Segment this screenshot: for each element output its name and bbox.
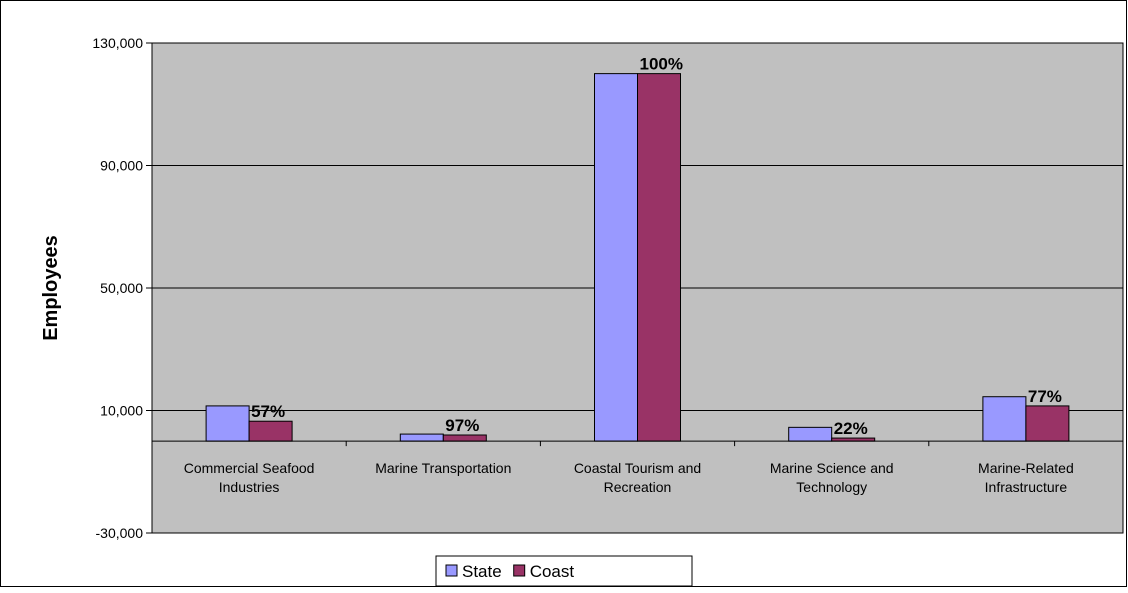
bar-state <box>399 433 444 442</box>
y-tick-label: 50,000 <box>100 280 143 296</box>
data-label: 100% <box>640 55 683 74</box>
y-tick-label: 90,000 <box>100 158 143 174</box>
data-label: 22% <box>834 419 868 438</box>
bar-state <box>788 426 833 442</box>
bars <box>205 73 1070 442</box>
category-label: Marine Science and Technology <box>770 460 894 495</box>
legend: State Coast <box>435 555 693 587</box>
bar-state <box>205 405 250 442</box>
category-labels: Commercial Seafood Industries Marine Trans… <box>184 441 1124 495</box>
y-tick-label: -30,000 <box>96 525 144 541</box>
y-axis-ticks: -30,000 10,000 50,000 90,000 130,000 <box>92 35 152 541</box>
category-label: Coastal Tourism and Recreation <box>574 460 701 495</box>
bar-coast <box>248 420 293 442</box>
legend-swatch <box>513 564 526 577</box>
category-label: Marine Transportation <box>375 460 511 476</box>
bar-coast <box>1025 405 1070 442</box>
data-label: 57% <box>251 402 285 421</box>
category-label: Commercial Seafood Industries <box>184 460 315 495</box>
bar-state <box>982 396 1027 442</box>
y-axis-title: Employees <box>40 235 62 341</box>
legend-swatch <box>445 564 458 577</box>
legend-box <box>435 555 693 587</box>
bar-state <box>594 73 638 442</box>
bar-coast <box>442 434 487 442</box>
data-labels: 57% 97% 100% 22% 77% <box>251 55 1062 438</box>
y-tick-label: 130,000 <box>92 35 143 51</box>
y-tick-label: 10,000 <box>100 403 143 419</box>
data-label: 97% <box>445 416 479 435</box>
bar-coast <box>637 73 681 442</box>
data-label: 77% <box>1028 387 1062 406</box>
category-label: Marine-Related Infrastructure <box>978 460 1074 495</box>
legend-label: State <box>462 562 502 581</box>
legend-label: Coast <box>530 562 575 581</box>
